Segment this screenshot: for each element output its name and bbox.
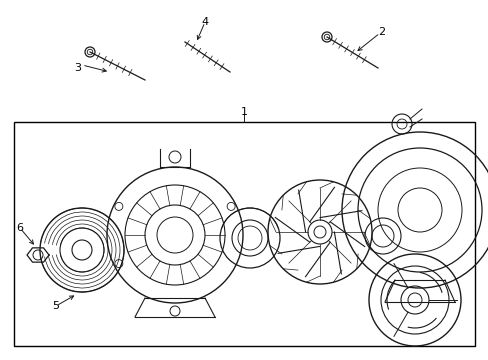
Text: 3: 3 <box>74 63 81 73</box>
Text: 4: 4 <box>201 17 208 27</box>
Text: 2: 2 <box>378 27 385 37</box>
Text: 6: 6 <box>17 223 23 233</box>
Text: 5: 5 <box>52 301 60 311</box>
Bar <box>14 122 474 346</box>
Text: 1: 1 <box>240 107 247 117</box>
